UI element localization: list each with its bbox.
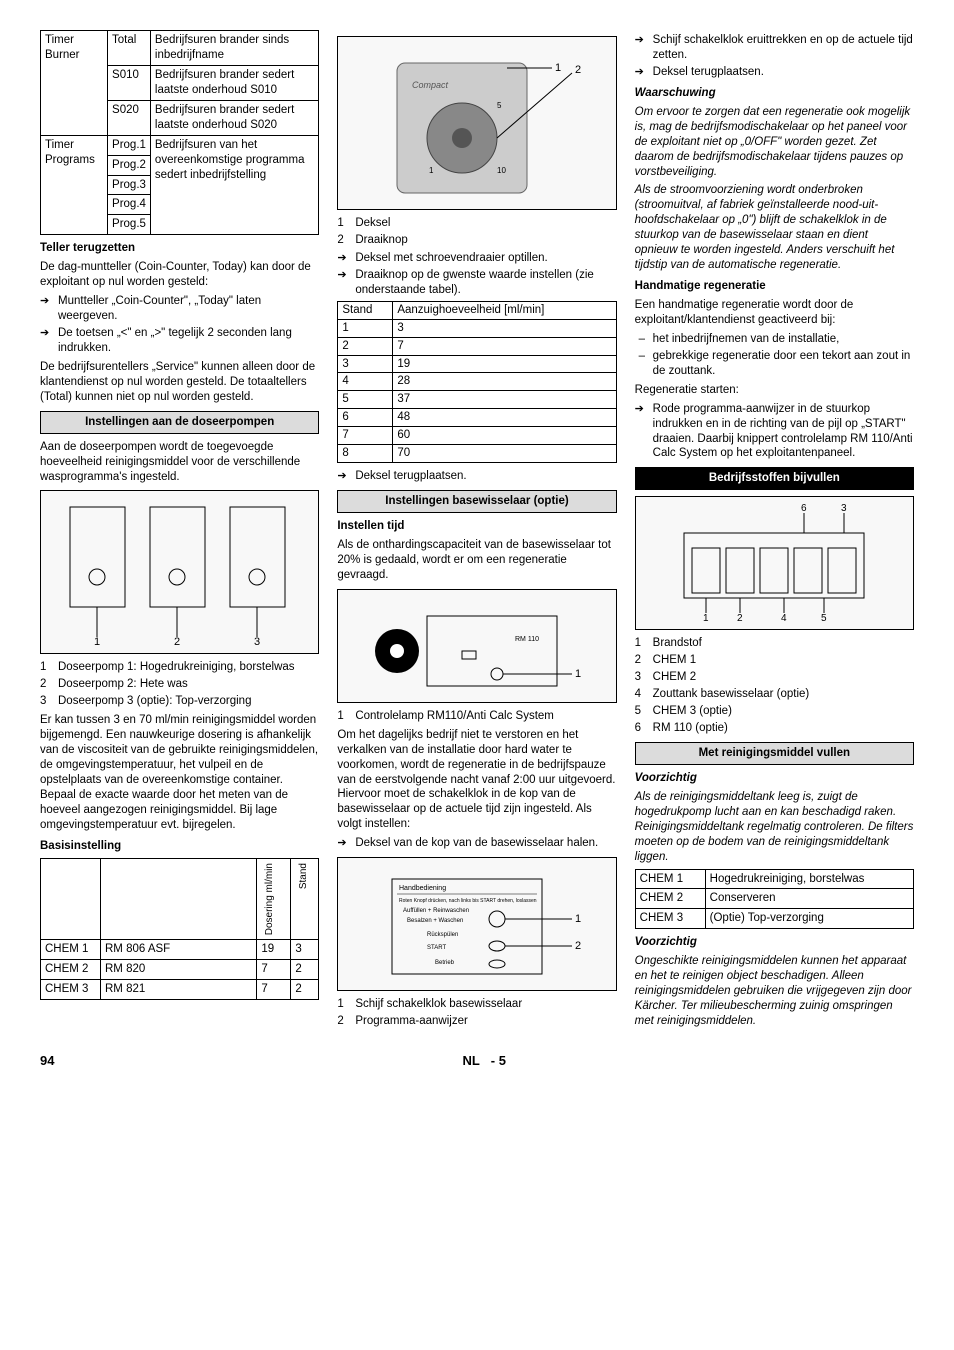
teller-heading: Teller terugzetten	[40, 241, 319, 256]
svg-text:1: 1	[703, 613, 709, 623]
section-vullen: Met reinigingsmiddel vullen	[635, 742, 914, 765]
svg-text:2: 2	[174, 636, 180, 647]
deksel-arrows: Deksel met schroevendraaier optillen. Dr…	[337, 251, 616, 298]
svg-text:1: 1	[555, 62, 561, 74]
waar-p1: Om ervoor te zorgen dat een regeneratie …	[635, 105, 914, 180]
svg-text:1: 1	[94, 636, 100, 647]
svg-text:2: 2	[575, 64, 581, 76]
hand-p1: Een handmatige regeneratie wordt door de…	[635, 298, 914, 328]
svg-text:5: 5	[497, 101, 502, 110]
deksel-arrow2: Deksel terugplaatsen.	[337, 469, 616, 484]
hand-arrows: Rode programma-aanwijzer in de stuurkop …	[635, 402, 914, 462]
handmatig-head: Handmatige regeneratie	[635, 279, 914, 294]
svg-text:1: 1	[429, 166, 434, 175]
svg-text:2: 2	[737, 613, 743, 623]
voorzichtig-head: Voorzichtig	[635, 771, 914, 786]
svg-text:6: 6	[801, 503, 807, 514]
chem-table: CHEM 1Hogedrukreiniging, borstelwas CHEM…	[635, 869, 914, 930]
hand-p2: Regeneratie starten:	[635, 383, 914, 398]
svg-text:1: 1	[575, 913, 581, 925]
section-basewisselaar: Instellingen basewisselaar (optie)	[337, 490, 616, 513]
doseerpomp-diagram: 1 2 3	[40, 490, 319, 654]
compact-legend: Deksel Draaiknop	[337, 216, 616, 248]
section-doseerpompen: Instellingen aan de doseerpompen	[40, 411, 319, 434]
timer-table: Timer BurnerTotalBedrijfsuren brander si…	[40, 30, 319, 235]
voorzichtig-head2: Voorzichtig	[635, 935, 914, 950]
svg-text:Compact: Compact	[412, 80, 449, 90]
schakelklok-legend: Schijf schakelklok basewisselaar Program…	[337, 997, 616, 1029]
doseer-p1: Aan de doseerpompen wordt de toegevoegde…	[40, 440, 319, 485]
svg-text:3: 3	[841, 503, 847, 514]
teller-text2: De bedrijfsurentellers „Service" kunnen …	[40, 360, 319, 405]
voor-p2: Ongeschikte reinigingsmiddelen kunnen he…	[635, 954, 914, 1029]
svg-text:2: 2	[575, 940, 581, 952]
inst-p2: Om het dagelijks bedrijf niet te verstor…	[337, 728, 616, 833]
svg-text:Betrieb: Betrieb	[435, 960, 455, 966]
tanks-legend: Brandstof CHEM 1 CHEM 2 Zouttank basewis…	[635, 636, 914, 736]
deksel-arrow3: Deksel van de kop van de basewisselaar h…	[337, 836, 616, 851]
basis-heading: Basisinstelling	[40, 839, 319, 854]
doseer-p2: Er kan tussen 3 en 70 ml/min reinigingsm…	[40, 713, 319, 833]
waarschuwing-head: Waarschuwing	[635, 86, 914, 101]
schakelklok-diagram: Handbediening Roten Knopf drücken, nach …	[337, 857, 616, 991]
compact-diagram: Compact 1 2 5 1 10	[337, 36, 616, 210]
svg-text:10: 10	[497, 166, 506, 175]
basis-table: Dosering ml/min Stand CHEM 1RM 806 ASF19…	[40, 858, 319, 1000]
tanks-diagram: 6 3 1 2 4 5	[635, 496, 914, 630]
svg-text:Besalzen + Waschen: Besalzen + Waschen	[407, 918, 463, 924]
page-footer: 94 NL - 5	[40, 1053, 914, 1070]
voor-p1: Als de reinigingsmiddeltank leeg is, zui…	[635, 790, 914, 865]
teller-text: De dag-muntteller (Coin-Counter, Today) …	[40, 260, 319, 290]
controlelamp-diagram: 1 RM 110	[337, 589, 616, 703]
hand-dash: het inbedrijfnemen van de installatie, g…	[635, 332, 914, 379]
instellen-heading: Instellen tijd	[337, 519, 616, 534]
svg-text:Roten Knopf drücken, nach link: Roten Knopf drücken, nach links bis STAR…	[399, 898, 537, 904]
svg-text:Rückspülen: Rückspülen	[427, 932, 458, 938]
stand-table: StandAanzuighoeveelheid [ml/min] 13 27 3…	[337, 301, 616, 463]
section-bedrijfsstoffen: Bedrijfsstoffen bijvullen	[635, 467, 914, 490]
svg-text:3: 3	[254, 636, 260, 647]
svg-text:4: 4	[781, 613, 787, 623]
inst-p1: Als de onthardingscapaciteit van de base…	[337, 538, 616, 583]
svg-text:Handbediening: Handbediening	[399, 885, 446, 892]
controlelamp-legend: Controlelamp RM110/Anti Calc System	[337, 709, 616, 724]
waar-p2: Als de stroomvoorziening wordt onderbrok…	[635, 183, 914, 273]
svg-text:RM 110: RM 110	[515, 636, 539, 643]
doseer-legend: Doseerpomp 1: Hogedrukreiniging, borstel…	[40, 660, 319, 709]
svg-text:Auffüllen + Reinwaschen: Auffüllen + Reinwaschen	[403, 908, 469, 914]
svg-text:1: 1	[575, 668, 581, 680]
teller-list: Muntteller „Coin-Counter", „Today" laten…	[40, 294, 319, 356]
schijf-arrows: Schijf schakelklok eruittrekken en op de…	[635, 33, 914, 80]
svg-text:START: START	[427, 945, 446, 951]
svg-text:5: 5	[821, 613, 827, 623]
